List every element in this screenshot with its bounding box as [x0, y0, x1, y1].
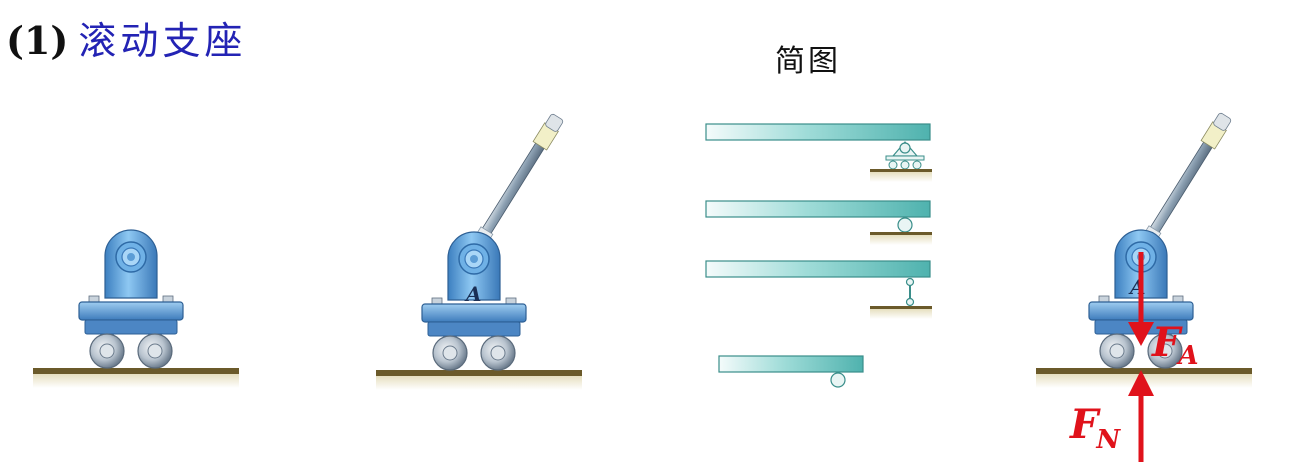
ground-line — [870, 306, 932, 309]
roller-circle — [900, 160, 910, 170]
ground-fill — [870, 172, 932, 182]
ground-line — [1036, 368, 1252, 374]
ground-fill — [870, 309, 932, 319]
beam — [705, 123, 931, 141]
schematic-variant-3 — [705, 260, 932, 319]
ground-line — [33, 368, 239, 374]
beam — [718, 355, 864, 373]
link-pin — [905, 297, 915, 307]
page-title: (1) 滚动支座 — [6, 18, 246, 64]
schematic-variant-1 — [705, 123, 932, 182]
ground-line — [376, 370, 582, 376]
roller-circle — [912, 160, 922, 170]
title-text: 滚动支座 — [78, 19, 247, 63]
roller-circle — [888, 160, 898, 170]
beam — [705, 260, 931, 278]
normal-force-label: FN — [1069, 401, 1121, 455]
ground-fill — [33, 374, 239, 388]
link-pin — [905, 277, 915, 287]
schematic-variant-4 — [718, 355, 864, 388]
free-body-diagram: A FA FN — [1036, 111, 1252, 462]
roller-support-drawing-2: A — [376, 112, 582, 390]
ground-fill — [870, 235, 932, 245]
roller-circle — [897, 217, 913, 233]
beam — [705, 200, 931, 218]
ground-line — [870, 232, 932, 235]
applied-force-label: FA — [1151, 319, 1199, 371]
ground-fill — [376, 376, 582, 390]
schematic-variant-2 — [705, 200, 932, 245]
base-plate — [885, 155, 925, 161]
roller-circle — [830, 372, 846, 388]
pin-circle — [899, 142, 911, 154]
applied-force-arrow-head — [1128, 322, 1154, 346]
roller-support-drawing-1 — [33, 229, 239, 388]
title-number: (1) — [6, 18, 69, 63]
support-point-label: A — [464, 282, 482, 306]
ground-line — [870, 169, 932, 172]
diagram-label: 简图 — [775, 44, 841, 79]
normal-force-arrow-head — [1128, 370, 1154, 396]
